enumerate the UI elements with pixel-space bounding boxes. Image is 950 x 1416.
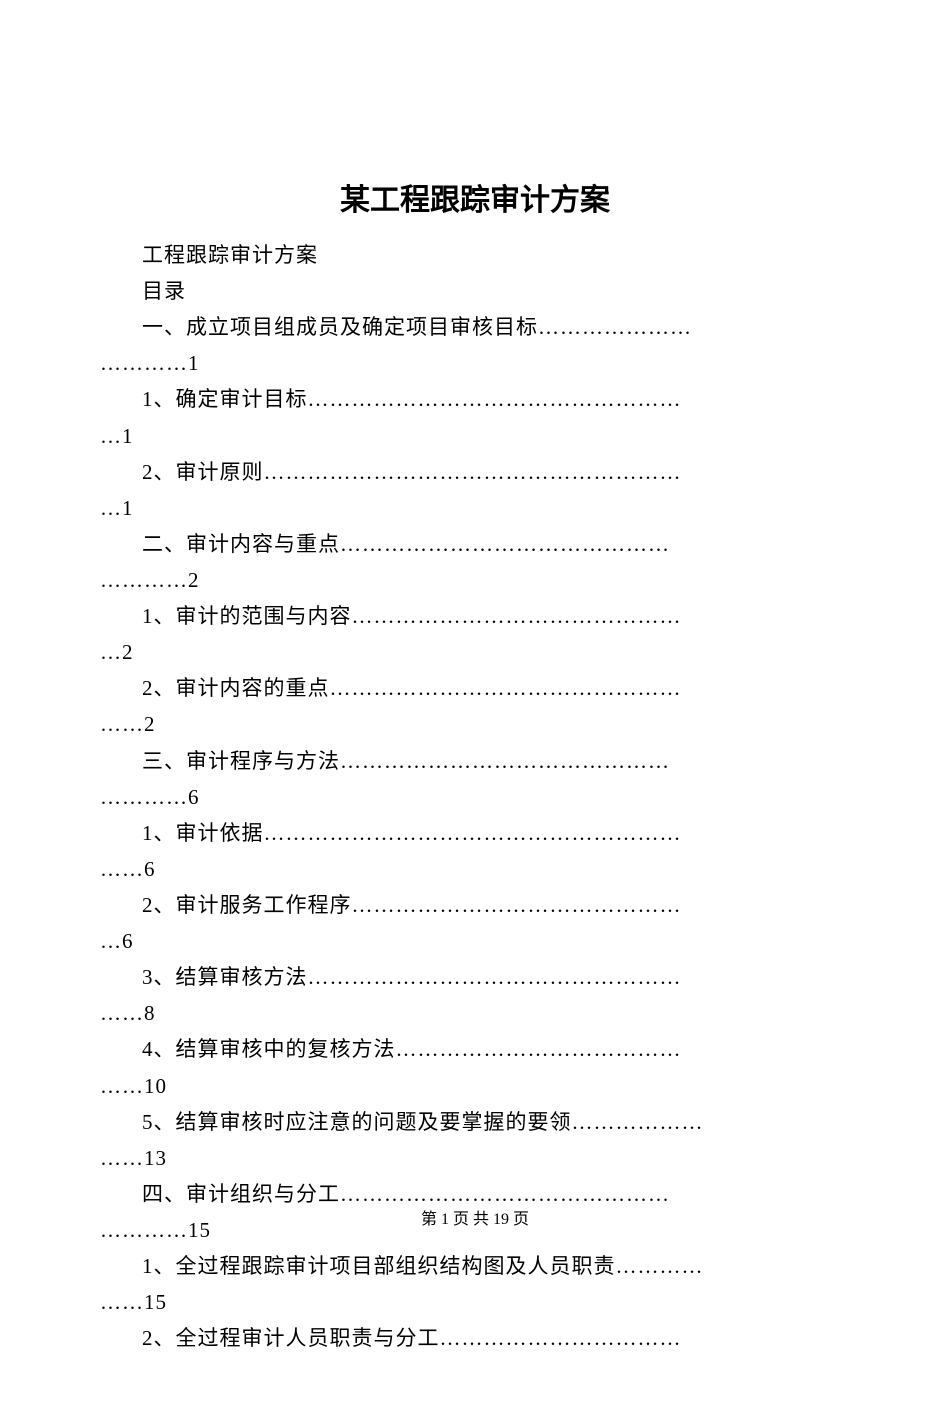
toc-line: 三、审计程序与方法……………………………………… [100,743,850,779]
footer-middle: 页 共 [449,1211,493,1228]
toc-line: 二、审计内容与重点……………………………………… [100,526,850,562]
toc-line: …………1 [100,345,850,381]
toc-line: ……2 [100,706,850,742]
toc-line: …………2 [100,562,850,598]
toc-line: …1 [100,418,850,454]
toc-line: 1、全过程跟踪审计项目部组织结构图及人员职责………… [100,1248,850,1284]
page-footer: 第 1 页 共 19 页 [0,1205,950,1229]
toc-line: 1、审计的范围与内容……………………………………… [100,598,850,634]
toc-line: 目录 [100,273,850,309]
toc-line: …2 [100,634,850,670]
total-pages: 19 [493,1211,509,1228]
toc-line: …6 [100,923,850,959]
toc-line: 2、审计原则………………………………………………… [100,454,850,490]
toc-line: 2、全过程审计人员职责与分工…………………………… [100,1320,850,1356]
toc-line: 2、审计内容的重点………………………………………… [100,670,850,706]
toc-line: ……6 [100,851,850,887]
toc-line: …………6 [100,779,850,815]
toc-line: ……10 [100,1068,850,1104]
toc-line: 5、结算审核时应注意的问题及要掌握的要领……………… [100,1104,850,1140]
toc-line: ……8 [100,995,850,1031]
page-container: 某工程跟踪审计方案 工程跟踪审计方案目录一、成立项目组成员及确定项目审核目标……… [0,0,950,1416]
toc-line: 一、成立项目组成员及确定项目审核目标………………… [100,309,850,345]
current-page: 1 [441,1211,449,1228]
toc-line: 工程跟踪审计方案 [100,237,850,273]
footer-prefix: 第 [421,1211,441,1228]
toc-line: ……13 [100,1140,850,1176]
document-title: 某工程跟踪审计方案 [100,175,850,219]
toc-line: 4、结算审核中的复核方法………………………………… [100,1031,850,1067]
footer-suffix: 页 [509,1211,529,1228]
table-of-contents: 工程跟踪审计方案目录一、成立项目组成员及确定项目审核目标……………………………1… [100,237,850,1356]
toc-line: …1 [100,490,850,526]
toc-line: 2、审计服务工作程序……………………………………… [100,887,850,923]
toc-line: 1、审计依据………………………………………………… [100,815,850,851]
toc-line: ……15 [100,1284,850,1320]
toc-line: 1、确定审计目标…………………………………………… [100,381,850,417]
toc-line: 3、结算审核方法…………………………………………… [100,959,850,995]
